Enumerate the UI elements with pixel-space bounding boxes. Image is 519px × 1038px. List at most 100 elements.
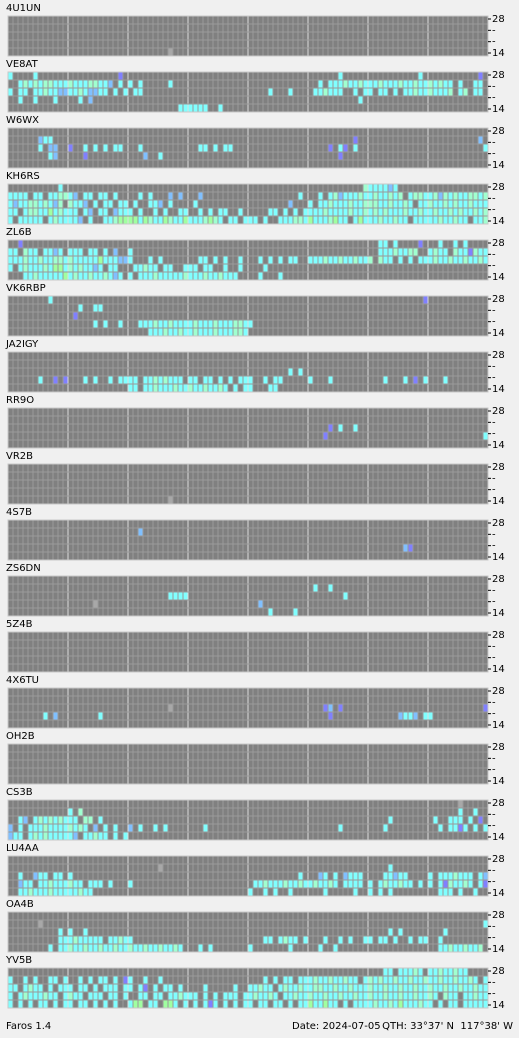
signal-cell — [8, 832, 13, 840]
signal-cell — [418, 240, 423, 248]
signal-cell — [208, 944, 213, 952]
signal-cell — [328, 216, 333, 224]
signal-cell — [23, 200, 28, 208]
signal-cell — [363, 984, 368, 992]
signal-cell — [38, 1000, 43, 1008]
signal-cell — [63, 208, 68, 216]
signal-cell — [88, 880, 93, 888]
signal-cell — [353, 984, 358, 992]
band-label: 14 — [492, 496, 505, 507]
signal-cell — [403, 544, 408, 552]
signal-cell — [18, 880, 23, 888]
signal-cell — [448, 216, 453, 224]
signal-cell — [28, 824, 33, 832]
signal-cell — [63, 216, 68, 224]
signal-cell — [278, 376, 283, 384]
signal-cell — [318, 88, 323, 96]
signal-cell — [303, 992, 308, 1000]
signal-cell — [83, 888, 88, 896]
signal-cell — [453, 824, 458, 832]
signal-cell — [263, 264, 268, 272]
signal-cell — [158, 200, 163, 208]
signal-cell — [133, 88, 138, 96]
signal-cell — [378, 936, 383, 944]
signal-cell — [63, 264, 68, 272]
signal-cell — [208, 264, 213, 272]
signal-cell — [48, 152, 53, 160]
signal-cell — [308, 376, 313, 384]
grid-border — [7, 575, 489, 617]
signal-cell — [113, 264, 118, 272]
band-label: - — [492, 249, 496, 260]
signal-cell — [218, 320, 223, 328]
signal-cell — [8, 1000, 13, 1008]
signal-cell — [183, 104, 188, 112]
signal-cell — [28, 272, 33, 280]
signal-cell — [138, 192, 143, 200]
signal-cell — [338, 200, 343, 208]
signal-cell — [438, 88, 443, 96]
signal-cell — [128, 1000, 133, 1008]
signal-cell — [423, 296, 428, 304]
signal-cell — [193, 992, 198, 1000]
signal-cell — [133, 216, 138, 224]
signal-cell — [243, 992, 248, 1000]
signal-cell — [18, 88, 23, 96]
signal-cell — [83, 272, 88, 280]
signal-cell — [83, 256, 88, 264]
signal-cell — [283, 880, 288, 888]
signal-cell — [393, 248, 398, 256]
signal-cell — [128, 208, 133, 216]
signal-cell — [78, 1000, 83, 1008]
band-label: 14 — [492, 832, 505, 843]
signal-cell — [103, 192, 108, 200]
signal-cell — [298, 192, 303, 200]
signal-cell — [453, 976, 458, 984]
signal-cell — [438, 872, 443, 880]
signal-cell — [373, 1000, 378, 1008]
signal-cell — [338, 424, 343, 432]
signal-cell — [278, 1000, 283, 1008]
signal-cell — [423, 376, 428, 384]
signal-cell — [128, 984, 133, 992]
signal-cell — [398, 200, 403, 208]
signal-cell — [188, 216, 193, 224]
signal-cell — [83, 192, 88, 200]
station-name: CS3B — [6, 787, 33, 798]
signal-cell — [393, 1000, 398, 1008]
signal-cell — [38, 872, 43, 880]
signal-cell — [458, 248, 463, 256]
signal-cell — [328, 192, 333, 200]
signal-cell — [398, 928, 403, 936]
signal-cell — [238, 328, 243, 336]
signal-cell — [363, 200, 368, 208]
signal-cell — [343, 80, 348, 88]
signal-cell — [98, 304, 103, 312]
signal-cell — [153, 264, 158, 272]
signal-cell — [418, 256, 423, 264]
signal-cell — [353, 992, 358, 1000]
signal-cell — [333, 992, 338, 1000]
signal-cell — [288, 944, 293, 952]
signal-cell — [88, 248, 93, 256]
signal-cell — [48, 80, 53, 88]
signal-cell — [43, 248, 48, 256]
signal-cell — [388, 872, 393, 880]
signal-cell — [123, 216, 128, 224]
signal-cell — [393, 200, 398, 208]
signal-cell — [193, 384, 198, 392]
station-name: YV5B — [5, 955, 32, 966]
signal-cell — [478, 248, 483, 256]
signal-cell — [148, 216, 153, 224]
signal-cell — [398, 872, 403, 880]
signal-cell — [408, 200, 413, 208]
signal-cell — [423, 216, 428, 224]
signal-cell — [73, 248, 78, 256]
signal-cell — [323, 992, 328, 1000]
signal-cell — [173, 944, 178, 952]
signal-cell — [178, 104, 183, 112]
signal-cell — [428, 1000, 433, 1008]
signal-cell — [473, 1000, 478, 1008]
signal-cell — [348, 984, 353, 992]
signal-cell — [153, 824, 158, 832]
